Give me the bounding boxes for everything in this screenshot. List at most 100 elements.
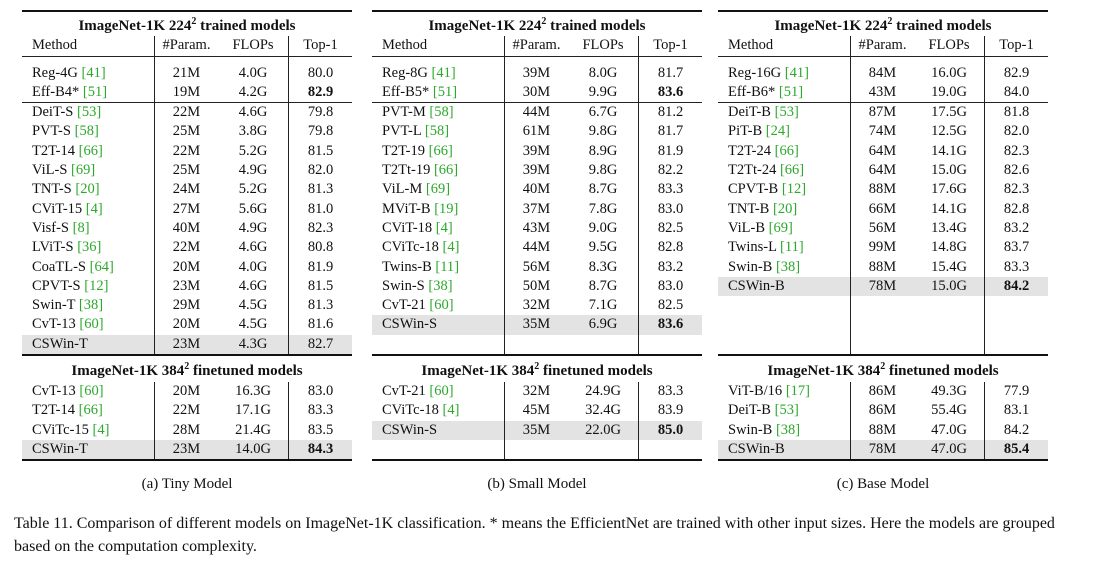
method-cell: CSWin-B [718,439,851,462]
citation-link[interactable]: [53] [774,104,799,121]
citation-link[interactable]: [38] [775,258,801,275]
citation-link[interactable]: [66] [779,162,805,179]
method-name: Twins-B [382,258,432,275]
citation-number: 58 [434,104,449,121]
resolution-superscript: 2 [541,16,547,27]
citation-number: 60 [84,383,99,400]
citation-link[interactable]: [66] [428,142,453,159]
citation-link[interactable]: [58] [429,104,454,121]
flops-cell: 21.4G [235,421,271,438]
method-cell: Reg-4G [41] [22,64,155,83]
citation-link[interactable]: [12] [781,181,807,198]
method-name: CSWin-T [32,335,88,352]
method-cell: CSWin-T [22,439,155,462]
method-name: CSWin-B [728,277,785,294]
citation-link[interactable]: [51] [778,83,804,100]
method-cell: Reg-16G [41] [718,64,851,83]
citation-link[interactable]: [60] [429,383,454,400]
method-name: PiT-B [728,123,763,140]
top1-cell: 83.6 [638,315,702,335]
citation-link[interactable]: [66] [433,162,459,179]
section-title-text: ImageNet-1K 384 [421,363,535,380]
citation-link[interactable]: [66] [774,142,799,159]
citation-link[interactable]: [51] [432,83,458,100]
top1-cell: 81.3 [288,180,352,200]
header-top1: Top-1 [984,36,1048,57]
table-panel-small: ImageNet-1K 2242 trained models Method #Pa… [372,9,702,462]
flops-cell: 47.0G [931,421,967,438]
flops-cell: 4.5G [238,297,268,314]
citation-link[interactable]: [60] [79,316,104,333]
param-cell: 32M [504,382,568,402]
citation-link[interactable]: [53] [76,104,102,121]
citation-link[interactable]: [11] [780,239,804,256]
param-cell: 23M [154,439,218,462]
citation-number: 4 [447,402,455,419]
citation-link[interactable]: [11] [435,258,460,275]
method-cell: CSWin-S [372,420,505,440]
citation-link[interactable]: [69] [768,219,793,236]
citation-link[interactable]: [20] [75,181,100,198]
header-row: Method #Param. FLOPs Top-1 [372,36,702,57]
citation-link[interactable]: [51] [82,83,108,100]
flops-cell: 4.6G [218,102,289,123]
citation-number: 20 [80,181,95,198]
param-cell: 22M [154,141,218,162]
table-row: MViT-B [19] 37M 7.8G 83.0 [372,199,702,219]
method-name: DeiT-B [728,402,771,419]
citation-link[interactable]: [4] [85,200,103,217]
section-title: ImageNet-1K 3842 finetuned models [718,354,1048,383]
citation-link[interactable]: [36] [77,239,102,256]
citation-link[interactable]: [4] [442,239,460,256]
top1-cell: 82.6 [984,161,1048,181]
citation-link[interactable]: [66] [78,142,103,159]
top1-cell: 82.3 [984,180,1048,200]
top1-cell: 81.5 [288,276,352,297]
citation-link[interactable]: [4] [442,402,460,419]
citation-link[interactable]: [66] [78,402,103,419]
citation-link[interactable]: [41] [784,64,809,81]
citation-link[interactable]: [38] [775,421,801,438]
method-name: T2T-14 [32,142,75,159]
top1-cell: 81.7 [638,122,702,142]
header-param: #Param. [504,36,568,57]
resolution-superscript: 2 [534,361,540,373]
citation-number: 66 [779,142,794,159]
citation-link[interactable]: [4] [92,421,110,438]
citation-link[interactable]: [60] [79,383,104,400]
table-row: Twins-B [11] 56M 8.3G 83.2 [372,257,702,277]
citation-link[interactable]: [38] [78,297,104,314]
method-name: T2Tt-19 [382,162,431,179]
citation-link[interactable]: [41] [431,64,456,81]
table-row: T2T-24 [66] 64M 14.1G 82.3 [718,141,1048,162]
top1-cell: 79.8 [288,122,352,142]
flops-cell: 7.1G [588,297,618,314]
citation-link[interactable]: [8] [72,219,90,236]
top1-cell: 83.5 [288,420,352,440]
flops-cell: 14.8G [931,239,967,256]
table-row: Visf-S [8] 40M 4.9G 82.3 [22,218,352,239]
citation-link[interactable]: [69] [71,162,96,179]
citation-link[interactable]: [24] [765,123,790,140]
citation-link[interactable]: [19] [434,200,459,217]
top1-cell: 81.8 [984,102,1048,123]
citation-link[interactable]: [12] [84,277,109,294]
citation-link[interactable]: [69] [425,181,451,198]
citation-link[interactable]: [58] [74,123,99,140]
citation-link[interactable]: [20] [772,200,798,217]
citation-link[interactable]: [41] [81,64,106,81]
flops-cell: 9.5G [588,239,618,256]
citation-link[interactable]: [38] [428,277,453,294]
citation-link[interactable]: [53] [774,402,799,419]
citation-link[interactable]: [58] [424,123,450,140]
header-param: #Param. [850,36,914,57]
method-name: MViT-B [382,200,431,217]
citation-link[interactable]: [60] [429,297,454,314]
section-title-suffix: finetuned models [189,363,303,380]
param-cell: 86M [850,401,914,421]
citation-link[interactable]: [64] [89,258,114,275]
param-cell: 64M [850,141,914,162]
citation-link[interactable]: [17] [785,383,810,400]
citation-link[interactable]: [4] [435,219,453,236]
method-cell: CViT-18 [4] [372,219,505,238]
